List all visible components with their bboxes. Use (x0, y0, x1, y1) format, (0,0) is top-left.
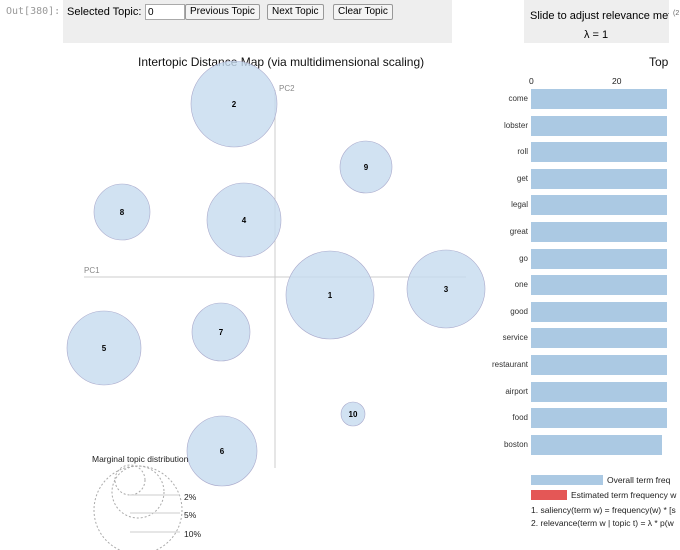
term-label: get (516, 173, 528, 183)
term-label: come (508, 94, 528, 103)
marginal-10pct: 10% (184, 529, 202, 539)
term-bar[interactable] (531, 222, 667, 242)
pc1-label: PC1 (84, 266, 100, 275)
relevance-slider-panel[interactable]: Slide to adjust relevance metri λ = 1 (524, 0, 669, 43)
legend-estimated-label: Estimated term frequency w (571, 490, 677, 500)
term-bar[interactable] (531, 248, 667, 269)
term-bar[interactable] (531, 275, 667, 296)
topic-circle-10[interactable] (340, 401, 366, 427)
slider-cut-text: (2 (673, 10, 680, 17)
topic-circle-7[interactable] (191, 302, 251, 362)
saliency-note: 1. saliency(term w) = frequency(w) * [s (531, 505, 676, 515)
clear-topic-button[interactable]: Clear Topic (333, 4, 393, 20)
term-bar[interactable] (531, 115, 667, 136)
legend-overall-label: Overall term freq (607, 475, 671, 485)
term-label: food (512, 413, 528, 423)
slider-label: Slide to adjust relevance metri (530, 10, 669, 22)
term-bar[interactable] (531, 195, 667, 216)
term-bar[interactable] (531, 408, 667, 429)
selected-topic-label: Selected Topic: (67, 6, 142, 18)
term-label: service (502, 333, 528, 343)
term-bar[interactable] (531, 434, 662, 455)
term-bar[interactable] (531, 168, 667, 189)
topic-label-7: 7 (219, 328, 224, 337)
topic-label-9: 9 (364, 163, 369, 172)
topic-circle-9[interactable] (339, 140, 393, 194)
marginal-circle (93, 465, 183, 550)
topic-label-6: 6 (220, 447, 225, 456)
term-label: great (509, 227, 528, 236)
axis-tick-0: 0 (529, 76, 534, 86)
term-label: go (519, 253, 528, 263)
selected-topic-input[interactable] (145, 4, 185, 20)
topic-circle-3[interactable] (406, 249, 486, 329)
topic-label-8: 8 (120, 208, 125, 217)
relevance-note: 2. relevance(term w | topic t) = λ * p(w (531, 518, 674, 528)
cell-output-prompt: Out[380]: (6, 6, 61, 17)
topic-circle-6[interactable] (186, 415, 258, 487)
term-bar[interactable] (531, 328, 667, 349)
pc2-label: PC2 (279, 84, 295, 93)
topic-circle-2[interactable] (190, 60, 278, 148)
term-label: lobster (503, 120, 528, 130)
term-label: legal (511, 200, 528, 210)
marginal-title: Marginal topic distribution (92, 454, 189, 464)
term-bar[interactable] (531, 355, 667, 375)
topic-circle-8[interactable] (93, 183, 151, 241)
topic-label-10: 10 (349, 410, 358, 419)
previous-topic-button[interactable]: Previous Topic (185, 4, 260, 20)
topic-label-1: 1 (328, 291, 333, 300)
axis-tick-20: 20 (612, 76, 622, 86)
lambda-value: λ = 1 (584, 29, 609, 41)
term-label: boston (503, 439, 528, 449)
topic-label-3: 3 (444, 285, 449, 294)
marginal-5pct: 5% (184, 510, 197, 520)
intertopic-map-title: Intertopic Distance Map (via multidimens… (138, 55, 425, 69)
term-label: restaurant (491, 360, 528, 369)
marginal-circle (114, 464, 146, 496)
topic-label-5: 5 (102, 344, 107, 353)
topic-circle-4[interactable] (206, 182, 282, 258)
term-label: one (514, 280, 528, 290)
legend-estimated-swatch (531, 490, 567, 500)
term-bar[interactable] (531, 301, 667, 322)
term-label: roll (517, 147, 528, 157)
marginal-2pct: 2% (184, 492, 197, 502)
term-bar[interactable] (531, 381, 667, 402)
term-label: airport (505, 386, 528, 396)
topic-controls: Selected Topic: Previous Topic Next Topi… (63, 0, 452, 43)
topic-label-4: 4 (242, 216, 247, 225)
legend-overall-swatch (531, 475, 603, 485)
marginal-circle (111, 465, 165, 519)
term-bar[interactable] (531, 142, 667, 163)
topic-label-2: 2 (232, 100, 237, 109)
term-bar[interactable] (531, 89, 667, 109)
top-terms-title: Top (649, 55, 669, 69)
term-label: good (510, 306, 528, 316)
topic-circle-5[interactable] (66, 310, 142, 386)
next-topic-button[interactable]: Next Topic (267, 4, 324, 20)
topic-circle-1[interactable] (285, 250, 375, 340)
